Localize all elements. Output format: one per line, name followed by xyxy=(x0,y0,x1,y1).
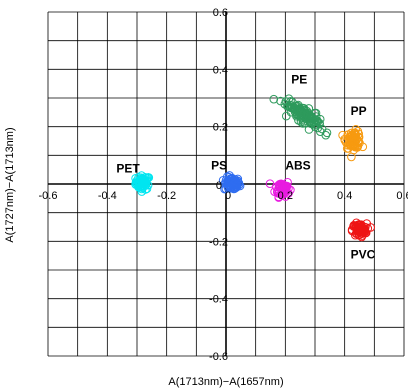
y-tick-label: 0.4 xyxy=(213,64,228,76)
y-tick-label: 0 xyxy=(216,180,222,192)
data-point xyxy=(280,99,290,109)
data-point xyxy=(131,174,140,183)
data-point xyxy=(361,228,371,238)
x-tick-label: -0.6 xyxy=(39,190,58,202)
x-tick-label: -0.2 xyxy=(157,190,176,202)
data-point xyxy=(358,142,368,152)
x-tick-label: -0.4 xyxy=(98,190,117,202)
data-point xyxy=(351,130,361,140)
data-point xyxy=(275,182,285,192)
data-point xyxy=(296,111,306,120)
cluster-labels: PET PS ABS PE PP PVC xyxy=(116,73,375,262)
x-tick-label: 0.6 xyxy=(396,190,408,202)
cluster-label-pe: PE xyxy=(291,73,307,87)
series-pe xyxy=(269,94,332,140)
data-point xyxy=(357,231,367,240)
series-ps xyxy=(218,171,245,194)
data-point xyxy=(347,152,356,162)
y-tick-label: -0.4 xyxy=(209,294,228,306)
y-tick-label: 0.2 xyxy=(213,122,228,134)
cluster-label-pvc: PVC xyxy=(351,248,376,262)
data-point xyxy=(304,125,314,134)
data-point xyxy=(281,183,290,192)
cluster-label-pet: PET xyxy=(116,162,140,176)
data-point xyxy=(265,179,275,188)
data-point xyxy=(136,175,145,184)
y-axis-label: A(1727nm)−A(1713nm) xyxy=(4,127,16,242)
x-tick-label: 0.2 xyxy=(278,190,293,202)
series-pet xyxy=(131,171,154,196)
series-pp xyxy=(338,125,368,162)
data-point xyxy=(293,100,303,110)
data-point xyxy=(350,137,360,146)
data-point xyxy=(340,134,349,144)
x-axis-label: A(1713nm)−A(1657nm) xyxy=(168,376,283,388)
y-tick-label: -0.2 xyxy=(209,236,228,248)
data-point xyxy=(274,193,284,202)
data-point xyxy=(357,226,367,235)
x-tick-label: 0 xyxy=(225,190,231,202)
series-pvc xyxy=(347,218,376,242)
data-point xyxy=(349,222,358,231)
cluster-label-pp: PP xyxy=(351,104,367,118)
data-point xyxy=(282,111,291,121)
tick-labels: -0.6 -0.4 -0.2 0 0.2 0.4 0.6 0.6 0.4 0.2 0 -0.2 -0.4… xyxy=(39,7,408,363)
data-point xyxy=(322,128,332,138)
cluster-label-abs: ABS xyxy=(285,159,310,173)
data-point xyxy=(273,188,282,197)
y-tick-label: -0.6 xyxy=(209,351,228,363)
data-point xyxy=(141,180,151,190)
series-abs xyxy=(265,178,295,202)
data-point xyxy=(298,119,308,128)
data-point xyxy=(283,102,292,111)
y-tick-label: 0.6 xyxy=(213,7,228,19)
data-point xyxy=(229,180,238,189)
x-tick-label: 0.4 xyxy=(337,190,352,202)
cluster-label-ps: PS xyxy=(211,159,227,173)
data-point xyxy=(296,117,306,127)
data-point xyxy=(229,183,238,193)
data-points xyxy=(131,94,376,242)
data-point xyxy=(138,183,148,193)
data-point xyxy=(310,108,320,118)
data-point xyxy=(231,182,241,191)
data-point xyxy=(309,117,319,127)
data-point xyxy=(305,110,315,120)
